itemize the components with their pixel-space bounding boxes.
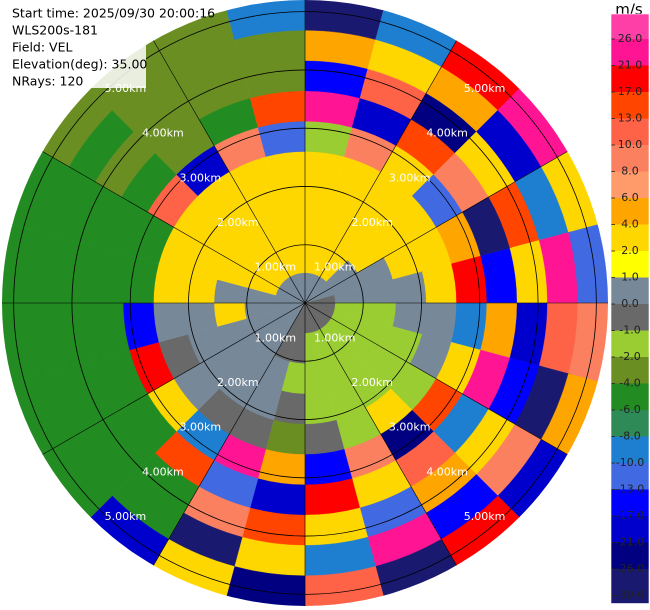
range-ring-label: 3.00km	[180, 421, 222, 434]
colorbar-segment	[611, 39, 649, 66]
range-ring	[129, 127, 481, 479]
colorbar-tick-label: 13.0	[618, 112, 643, 125]
spoke-line	[42, 302, 306, 455]
colorbar-segment	[611, 92, 649, 119]
colorbar-segment	[611, 463, 649, 490]
range-ring-label: 5.00km	[105, 510, 147, 523]
range-ring-label: 3.00km	[180, 171, 222, 184]
range-ring-label: 3.00km	[389, 171, 431, 184]
colorbar-segment	[611, 304, 649, 331]
info-line: NRays: 120	[12, 74, 83, 89]
velocity-field	[2, 0, 608, 606]
range-ring-label: 5.00km	[464, 510, 506, 523]
colorbar-tick-label: 0.0	[621, 297, 639, 310]
colorbar-tick-label: -2.0	[619, 350, 640, 363]
spoke-line	[304, 40, 457, 304]
colorbar-tick-label: -26.0	[616, 562, 644, 575]
range-overlay: 1.00km 1.00km 1.00km 1.00km 2.00km 2.00km 2.00…	[2, 0, 608, 606]
colorbar-segment	[611, 436, 649, 464]
info-line: Start time: 2025/09/30 20:00:16	[12, 6, 215, 21]
colorbar-tick-label: 2.0	[621, 244, 639, 257]
colorbar-tick-label: 17.0	[618, 85, 643, 98]
colorbar-segment	[611, 489, 649, 517]
info-block: Start time: 2025/09/30 20:00:16 WLS200s-1…	[8, 4, 215, 89]
range-ring-label: 3.00km	[389, 421, 431, 434]
range-ring-label: 4.00km	[426, 465, 468, 478]
spoke-line	[153, 302, 306, 566]
range-ring-label: 1.00km	[254, 261, 296, 274]
colorbar-segment	[611, 118, 649, 146]
colorbar-tick-label: -17.0	[616, 509, 644, 522]
colorbar-frame	[610, 13, 650, 604]
colorbar-tick-label: 8.0	[621, 165, 639, 178]
colorbar-tick-label: 4.0	[621, 218, 639, 231]
colorbar-segment	[611, 357, 649, 384]
spoke-line	[304, 151, 568, 304]
colorbar-tick-label: 6.0	[621, 191, 639, 204]
colorbar-tick-label: 1.0	[621, 271, 639, 284]
range-ring	[71, 69, 539, 537]
colorbar-tick-label: -8.0	[619, 430, 640, 443]
range-ring-label: 5.00km	[464, 82, 506, 95]
colorbar-segment	[611, 277, 649, 305]
info-line: Field: VEL	[12, 40, 72, 55]
colorbar-tick-label: 21.0	[618, 59, 643, 72]
colorbar-tick-label: -1.0	[619, 324, 640, 337]
colorbar-segment	[611, 542, 649, 570]
range-ring-label: 2.00km	[351, 376, 393, 389]
range-ring-label: 1.00km	[314, 331, 356, 344]
colorbar-segment	[611, 198, 649, 225]
range-ring-label: 1.00km	[314, 261, 356, 274]
range-ring-label: 2.00km	[217, 376, 259, 389]
colorbar-segment	[611, 330, 649, 358]
colorbar-segment	[611, 410, 649, 437]
spoke-line	[304, 302, 568, 455]
range-ring-label: 4.00km	[142, 127, 184, 140]
range-ring-label: 4.00km	[426, 127, 468, 140]
spoke-line	[42, 151, 306, 304]
colorbar-tick-label: -4.0	[619, 377, 640, 390]
range-ring	[13, 11, 597, 595]
range-ring-label: 4.00km	[142, 465, 184, 478]
colorbar: m/s 26.021.017.013.010.08.06.04.02.01.00…	[610, 1, 650, 604]
colorbar-tick-label: 26.0	[618, 32, 643, 45]
colorbar-tick-label: -21.0	[616, 536, 644, 549]
colorbar-segment	[611, 14, 649, 40]
colorbar-tick-label: -6.0	[619, 403, 640, 416]
spoke-line	[304, 302, 457, 566]
colorbar-segment	[611, 569, 649, 596]
info-background	[8, 4, 146, 88]
colorbar-segment	[611, 65, 649, 93]
range-ring	[188, 186, 422, 420]
colorbar-segment	[611, 171, 649, 199]
colorbar-tick-label: -30.0	[616, 589, 644, 602]
info-line: Elevation(deg): 35.00	[12, 57, 147, 72]
colorbar-segment	[611, 145, 649, 172]
spoke-line	[153, 40, 306, 304]
colorbar-segment	[611, 251, 649, 278]
colorbar-segment	[611, 224, 649, 252]
range-ring-label: 2.00km	[217, 216, 259, 229]
info-line: WLS200s-181	[12, 23, 98, 38]
range-ring	[246, 244, 364, 362]
colorbar-segment	[611, 383, 649, 411]
colorbar-extension	[611, 595, 649, 604]
colorbar-tick-label: -10.0	[616, 456, 644, 469]
colorbar-tick-label: -13.0	[616, 483, 644, 496]
colorbar-tick-label: 10.0	[618, 138, 643, 151]
range-ring-label: 2.00km	[351, 216, 393, 229]
colorbar-segment	[611, 516, 649, 543]
range-ring-label: 1.00km	[254, 331, 296, 344]
